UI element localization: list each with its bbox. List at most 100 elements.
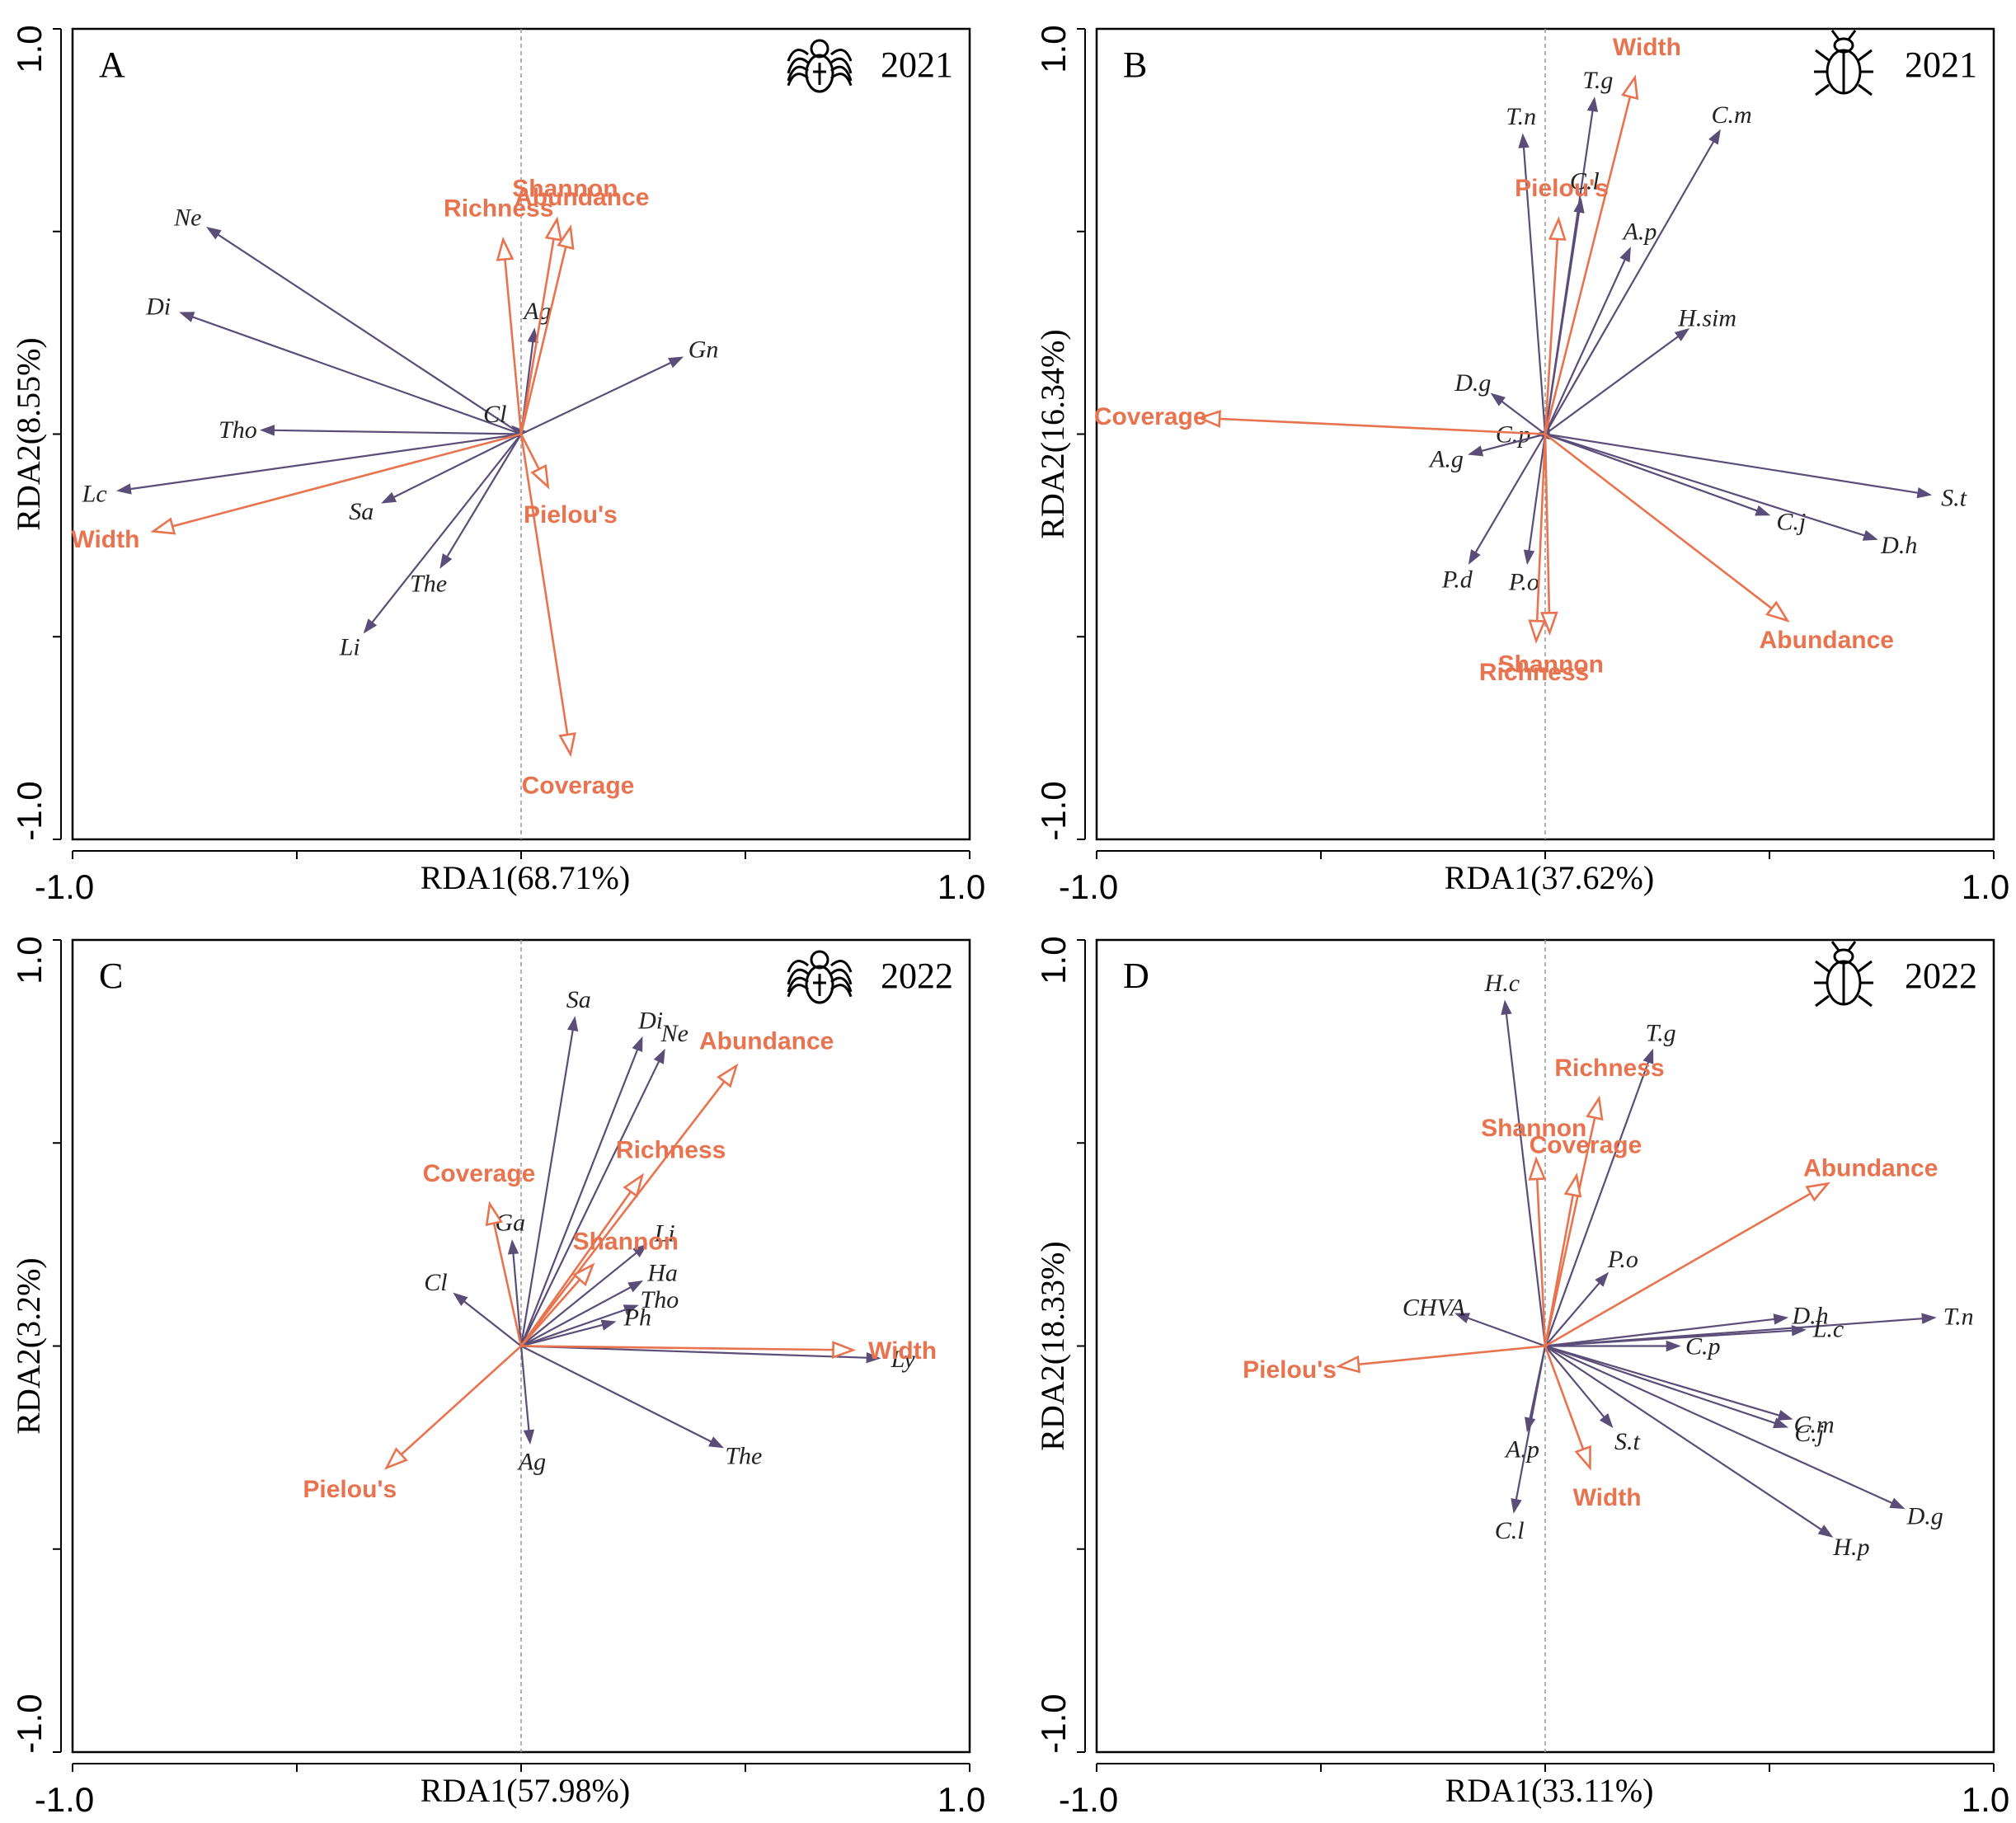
env-label: Abundance <box>699 1028 834 1055</box>
env-arrow <box>1528 434 1547 644</box>
species-label: D.h <box>1880 532 1917 559</box>
species-label: Lc <box>82 480 107 507</box>
species-arrow <box>363 433 522 634</box>
x-tick-label-min: -1.0 <box>1059 867 1118 906</box>
species-label: C.p <box>1496 421 1531 449</box>
env-arrow <box>519 224 575 435</box>
species-label: H.p <box>1832 1534 1869 1561</box>
species-arrow <box>1523 434 1547 566</box>
y-tick-label-max: 1.0 <box>10 25 49 73</box>
species-arrow <box>1501 999 1547 1346</box>
y-tick-label-min: -1.0 <box>1034 781 1073 840</box>
env-arrow <box>519 216 563 435</box>
year-label: 2021 <box>881 45 953 85</box>
species-arrow <box>520 1048 665 1346</box>
env-arrow <box>1544 1346 1591 1471</box>
species-label: Cl <box>424 1269 447 1296</box>
env-label: Width <box>868 1337 937 1365</box>
species-arrow <box>520 1304 639 1347</box>
species-arrow <box>1468 433 1546 457</box>
env-arrow <box>520 1262 595 1347</box>
species-label: A.p <box>1622 218 1657 245</box>
species-arrow <box>1544 1345 1793 1421</box>
species-arrow <box>520 1243 648 1347</box>
env-label: Width <box>71 526 139 553</box>
year-label: 2021 <box>1905 45 1977 85</box>
species-label: Cl <box>483 401 506 428</box>
species-arrow <box>453 1292 522 1347</box>
env-arrow <box>485 1200 523 1346</box>
species-arrow <box>260 425 522 436</box>
env-arrow <box>496 236 523 435</box>
species-label: Ag <box>522 298 551 325</box>
species-arrow <box>1544 433 1878 541</box>
species-label: S.t <box>1614 1428 1641 1455</box>
spider-icon <box>787 950 853 1004</box>
species-label: C.l <box>1570 168 1600 195</box>
species-arrow <box>1544 1345 1789 1429</box>
species-label: L.c <box>1812 1315 1844 1342</box>
panel-A: -1.0 1.0 1.0 -1.0 RDA1(68.71%) RDA2(8.55%) A 20… <box>10 25 985 906</box>
species-label: T.g <box>1582 67 1613 94</box>
env-arrow <box>1544 74 1639 435</box>
x-axis-title: RDA1(33.11%) <box>1445 1772 1654 1809</box>
species-label: H.c <box>1484 970 1520 997</box>
species-label: The <box>725 1443 762 1470</box>
species-arrow <box>1544 1345 1906 1510</box>
species-label: Sa <box>566 986 591 1013</box>
species-arrow <box>1490 392 1546 435</box>
species-arrow <box>1454 1313 1546 1347</box>
species-label: The <box>410 571 447 598</box>
species-label: Ly <box>891 1346 916 1373</box>
env-label: Abundance <box>1803 1155 1938 1182</box>
species-label: Ne <box>660 1020 688 1047</box>
panel-B: -1.0 1.0 1.0 -1.0 RDA1(37.62%) RDA2(16.34%) B 2… <box>1034 25 2009 906</box>
spider-icon <box>787 39 853 93</box>
species-arrow <box>519 1036 643 1346</box>
species-arrow <box>1544 247 1631 435</box>
env-arrow <box>1336 1345 1546 1374</box>
species-label: Ph <box>623 1304 651 1331</box>
env-arrow <box>1544 1172 1582 1346</box>
env-label: Pielou's <box>303 1476 397 1503</box>
species-arrow <box>1544 1345 1834 1538</box>
species-arrow <box>206 227 522 435</box>
x-tick-label-max: 1.0 <box>1962 867 2009 906</box>
species-label: C.m <box>1712 101 1752 129</box>
species-label: Tho <box>219 416 257 444</box>
species-label: T.n <box>1943 1303 1974 1330</box>
species-label: H.sim <box>1677 305 1736 332</box>
species-label: D.g <box>1906 1503 1943 1530</box>
species-arrow <box>1544 1271 1610 1347</box>
x-tick-label-min: -1.0 <box>1059 1780 1118 1819</box>
env-arrow <box>1196 410 1546 435</box>
species-arrow <box>519 1346 535 1445</box>
y-tick-label-min: -1.0 <box>10 781 49 840</box>
species-arrow <box>1518 133 1547 435</box>
species-label: P.o <box>1508 569 1539 596</box>
species-label: T.n <box>1506 103 1536 130</box>
species-label: Li <box>339 634 360 661</box>
species-arrow <box>520 356 684 435</box>
species-arrow <box>1511 1346 1547 1514</box>
env-arrow <box>519 1063 739 1347</box>
species-label: C.p <box>1685 1333 1721 1360</box>
species-label: C.j <box>1794 1420 1824 1447</box>
panel-label: B <box>1123 45 1147 85</box>
species-arrow <box>519 1016 579 1346</box>
x-tick-label-max: 1.0 <box>938 1780 985 1819</box>
env-arrow <box>1544 433 1790 623</box>
species-arrow <box>1468 433 1546 566</box>
y-axis-title: RDA2(18.33%) <box>1034 1241 1071 1450</box>
species-arrow <box>520 1345 881 1364</box>
species-arrow <box>439 433 522 569</box>
species-label: Tho <box>641 1286 679 1313</box>
species-label: Di <box>637 1008 663 1035</box>
species-arrow <box>1544 129 1721 435</box>
y-tick-label-max: 1.0 <box>1034 25 1073 73</box>
species-arrow <box>115 433 522 495</box>
env-label: Width <box>1613 34 1681 61</box>
env-label: Coverage <box>423 1160 536 1187</box>
env-label: Coverage <box>522 772 635 799</box>
species-label: CHVA <box>1403 1294 1466 1322</box>
